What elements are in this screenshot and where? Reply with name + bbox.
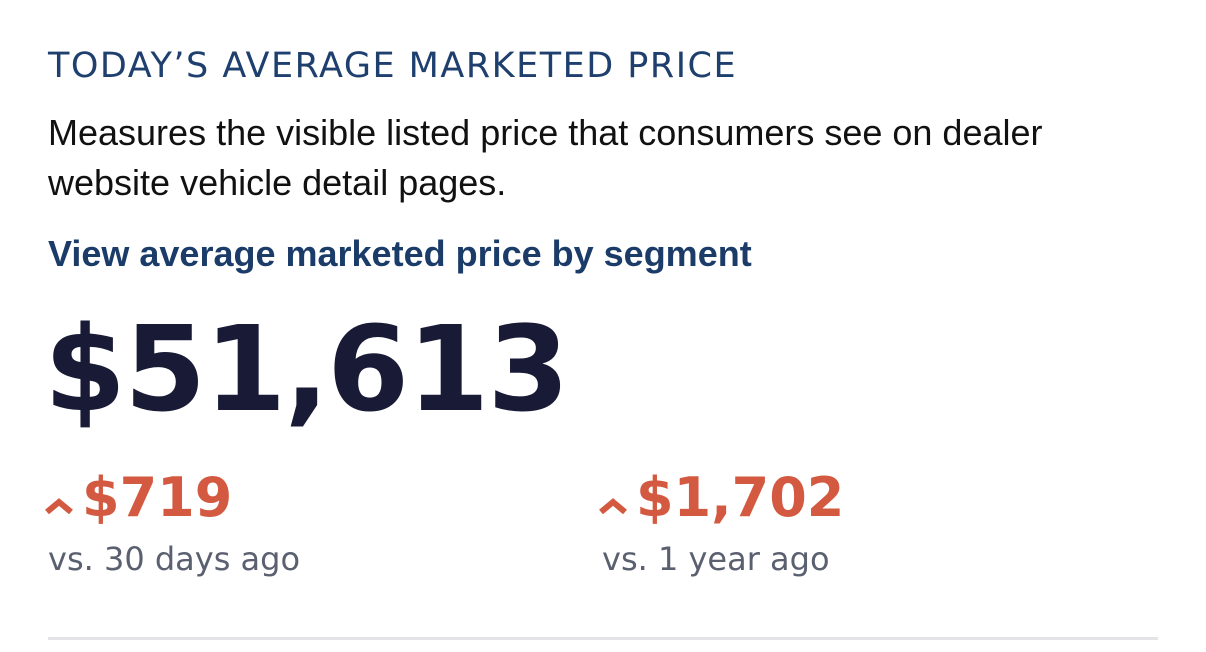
segment-link[interactable]: View average marketed price by segment (48, 233, 752, 274)
up-arrow (45, 498, 73, 515)
divider (48, 637, 1158, 640)
up-arrow (599, 498, 627, 515)
description: Measures the visible listed price that c… (48, 112, 1043, 203)
change-value: $1,702 (636, 466, 845, 529)
change-value: $719 (82, 466, 233, 529)
change-label: vs. 1 year ago (602, 540, 830, 578)
change-label: vs. 30 days ago (48, 540, 301, 578)
average-price: $51,613 (44, 300, 569, 438)
section-title: TODAY’S AVERAGE MARKETED PRICE (48, 46, 738, 86)
